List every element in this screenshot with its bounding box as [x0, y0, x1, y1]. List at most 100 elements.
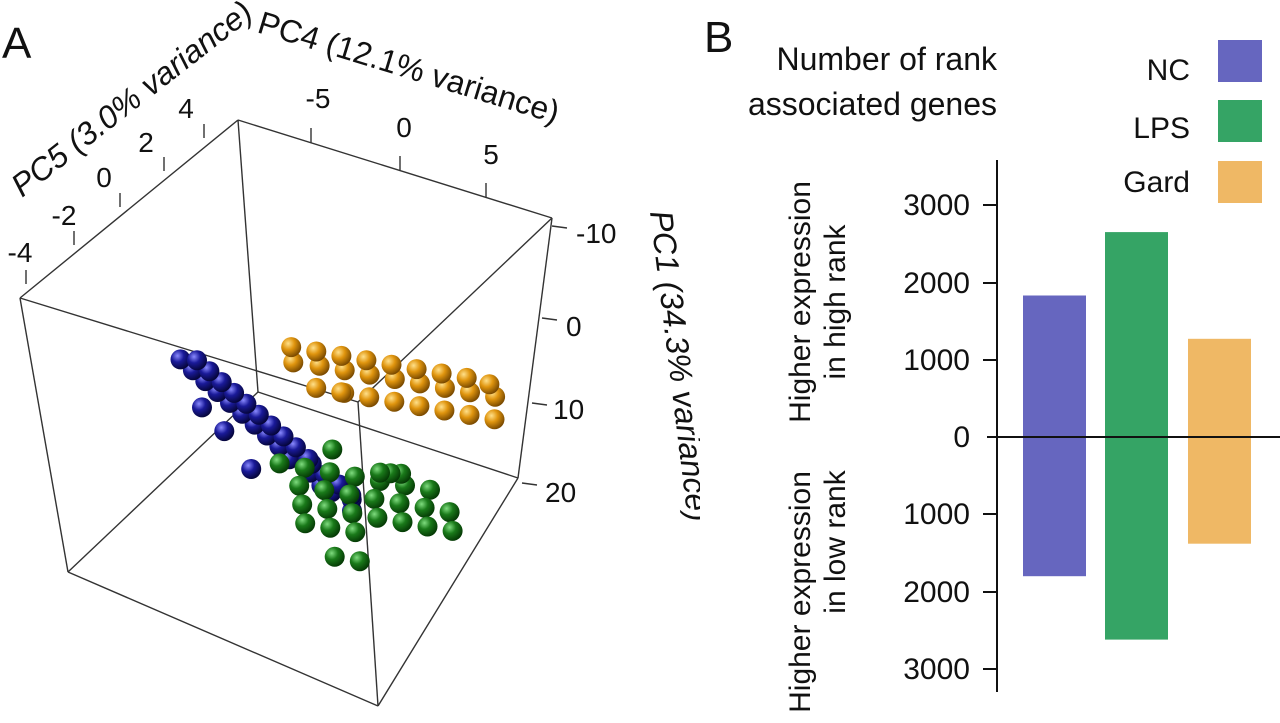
box-edge — [237, 119, 553, 219]
pc5-tick-label: -4 — [8, 237, 33, 268]
scatter-point — [295, 513, 316, 534]
scatter-point — [367, 507, 388, 528]
box-edge — [237, 119, 259, 393]
scatter-point — [283, 352, 304, 373]
scatter-point — [331, 382, 352, 403]
chart-title-line1: Number of rank — [776, 41, 998, 77]
pc1-axis-title: PC1 (34.3% variance) — [643, 208, 700, 523]
scatter-point — [306, 377, 327, 398]
box-edge — [67, 391, 259, 573]
scatter-point — [406, 359, 427, 380]
bar-low-rank-nc — [1023, 437, 1086, 577]
ylabel-low-line2: in low rank — [819, 469, 852, 613]
bar-high-rank-gard — [1188, 338, 1251, 437]
pc5-tick-label: -2 — [52, 200, 77, 231]
box-edge — [19, 119, 239, 299]
scatter-point — [314, 480, 335, 501]
scatter-point — [319, 462, 340, 483]
pc1-tick-label: 10 — [553, 394, 584, 425]
pc1-tick-label: 0 — [566, 311, 582, 342]
panel-b-bar-chart: B Number of rank associated genes NC LPS… — [700, 0, 1280, 718]
pc1-tick-mark — [531, 402, 548, 406]
pc4-tick-label: 5 — [483, 139, 499, 170]
scatter-point — [269, 453, 290, 474]
legend-label-nc: NC — [1147, 54, 1190, 87]
scatter-point — [289, 475, 310, 496]
chart-title-line2: associated genes — [748, 86, 997, 122]
y-tick-label: 3000 — [903, 189, 970, 222]
scatter-point — [214, 421, 235, 442]
scatter-point — [331, 345, 352, 366]
scatter-point — [320, 517, 341, 538]
pc4-tick-label: -5 — [306, 83, 331, 114]
scatter-points-layer — [170, 337, 506, 572]
pc1-axis: -10 0 10 20 PC1 (34.3% variance) — [521, 208, 717, 524]
box-edge — [19, 297, 69, 573]
pc1-tick-mark — [541, 317, 558, 321]
box-edge — [517, 217, 553, 479]
scatter-point — [359, 387, 380, 408]
bar-high-rank-lps — [1105, 232, 1168, 437]
scatter-point — [294, 457, 315, 478]
y-tick-label: 1000 — [903, 344, 970, 377]
y-tick-label: 2000 — [903, 267, 970, 300]
pc5-tick-label: 4 — [178, 93, 194, 124]
y-tick-label: 2000 — [903, 576, 970, 609]
rank-genes-bar-chart: B Number of rank associated genes NC LPS… — [704, 13, 1280, 713]
y-tick-label: 3000 — [903, 653, 970, 686]
scatter-point — [339, 484, 360, 505]
bars-layer — [1023, 232, 1251, 640]
y-ticks: 3000 2000 1000 0 1000 2000 3000 — [903, 189, 997, 686]
scatter-point — [356, 350, 377, 371]
scatter-point — [170, 349, 191, 370]
scatter-point — [187, 350, 207, 371]
legend-swatch-gard — [1218, 161, 1262, 203]
pc1-tick-mark — [521, 482, 538, 486]
y-tick-label: 0 — [953, 421, 970, 454]
pc4-tick-label: 0 — [396, 112, 412, 143]
scatter-point — [317, 498, 338, 519]
legend-label-gard: Gard — [1123, 166, 1190, 199]
scatter-point — [306, 341, 327, 362]
ylabel-low-line1: Higher expression — [784, 471, 817, 713]
scatter-point — [420, 479, 440, 500]
scatter-point — [192, 397, 212, 418]
box-edge — [257, 391, 519, 479]
bar-low-rank-lps — [1105, 437, 1168, 640]
scatter-point — [439, 502, 460, 523]
pc5-tick-label: 2 — [138, 127, 154, 158]
scatter-point — [484, 409, 505, 430]
scatter-point — [324, 546, 345, 567]
scatter-point — [322, 439, 343, 460]
legend-swatch-nc — [1218, 40, 1262, 82]
ylabel-high-line2: in high rank — [819, 223, 852, 379]
scatter-point — [434, 400, 455, 421]
scatter-point — [292, 494, 313, 515]
scatter-point — [414, 497, 435, 518]
scatter-point — [456, 367, 477, 388]
scatter-point — [459, 404, 480, 425]
legend: NC LPS Gard — [1123, 40, 1262, 203]
scatter-point — [431, 363, 452, 384]
ylabel-high-line1: Higher expression — [784, 181, 817, 423]
scatter-point — [281, 337, 302, 358]
pc5-axis-title: PC5 (3.0% variance) — [4, 0, 259, 204]
box-edge — [19, 297, 359, 403]
scatter-point — [364, 488, 385, 509]
bar-high-rank-nc — [1023, 295, 1086, 437]
bar-low-rank-gard — [1188, 437, 1251, 544]
box-edge — [67, 571, 379, 707]
scatter-point — [392, 512, 413, 533]
scatter-point — [370, 462, 390, 483]
scatter-point — [345, 522, 366, 543]
pc4-axis: -5 0 5 PC4 (12.1% variance) — [254, 4, 564, 198]
pc1-tick-mark — [551, 225, 568, 229]
scatter-point — [381, 354, 402, 375]
scatter-point — [384, 391, 405, 412]
panel-a-letter: A — [2, 19, 32, 68]
pc5-tick-label: 0 — [96, 162, 112, 193]
legend-swatch-lps — [1218, 100, 1262, 142]
pc5-axis: -4 -2 0 2 4 PC5 (3.0% variance) — [4, 0, 259, 284]
scatter-point — [389, 493, 410, 514]
scatter-point — [479, 374, 500, 395]
